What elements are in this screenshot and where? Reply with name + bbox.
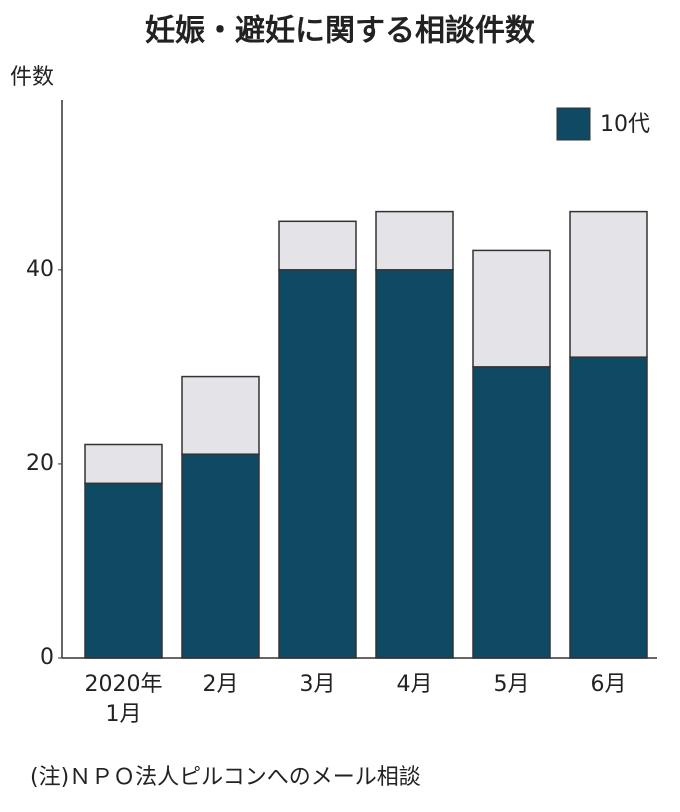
x-tick-label: 6月 [590,672,627,697]
legend-label: 10代 [600,112,650,137]
x-tick-label: 3月 [299,672,336,697]
legend-swatch [556,107,591,141]
y-axis-label: 件数 [10,65,54,90]
bar-segment [569,210,648,358]
bar-segment [278,269,357,659]
bar-segment [375,210,454,271]
bar-segment [181,453,260,659]
bar-segment [84,443,163,485]
bar-segment [569,356,648,659]
bar-segment [472,249,551,368]
note: (注)ＮＰＯ法人ピルコンへのメール相談 [30,765,421,790]
x-tick-label: 5月 [493,672,530,697]
y-tick-label: 0 [40,645,54,670]
bar-segment [84,482,163,659]
x-tick-label: 2020年 1月 [84,672,163,727]
bar-segment [278,220,357,271]
y-tick-label: 40 [26,257,54,282]
bar-segment [181,375,260,455]
bar-segment [472,366,551,659]
y-tick-label: 20 [26,451,54,476]
x-tick-label: 2月 [202,672,239,697]
bar-segment [375,269,454,659]
x-tick-label: 4月 [396,672,433,697]
chart-title: 妊娠・避妊に関する相談件数 [145,14,536,49]
